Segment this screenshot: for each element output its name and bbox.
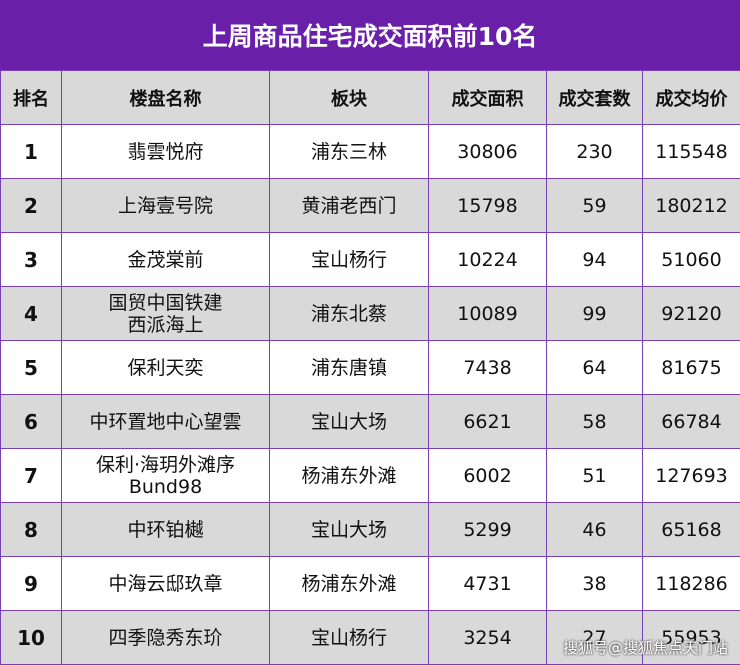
units-cell: 38 <box>547 557 643 611</box>
col-header-area: 板块 <box>270 71 429 125</box>
price-cell: 127693 <box>643 449 740 503</box>
price-cell: 81675 <box>643 341 740 395</box>
size-cell: 3254 <box>429 611 547 665</box>
area-cell: 浦东唐镇 <box>270 341 429 395</box>
units-cell: 51 <box>547 449 643 503</box>
col-header-rank: 排名 <box>1 71 62 125</box>
size-cell: 30806 <box>429 125 547 179</box>
units-cell: 59 <box>547 179 643 233</box>
col-header-size: 成交面积 <box>429 71 547 125</box>
units-cell: 58 <box>547 395 643 449</box>
rank-cell: 7 <box>1 449 62 503</box>
price-cell: 118286 <box>643 557 740 611</box>
price-cell: 180212 <box>643 179 740 233</box>
size-cell: 4731 <box>429 557 547 611</box>
price-cell: 51060 <box>643 233 740 287</box>
size-cell: 7438 <box>429 341 547 395</box>
rank-cell: 10 <box>1 611 62 665</box>
rank-cell: 2 <box>1 179 62 233</box>
area-cell: 宝山杨行 <box>270 611 429 665</box>
units-cell: 99 <box>547 287 643 341</box>
size-cell: 6621 <box>429 395 547 449</box>
size-cell: 5299 <box>429 503 547 557</box>
col-header-name: 楼盘名称 <box>62 71 270 125</box>
name-cell: 保利天奕 <box>62 341 270 395</box>
watermark: 搜狐号@搜狐焦点天门站 <box>563 637 728 658</box>
name-cell: 中环置地中心望雲 <box>62 395 270 449</box>
col-header-units: 成交套数 <box>547 71 643 125</box>
rank-cell: 3 <box>1 233 62 287</box>
page-title: 上周商品住宅成交面积前10名 <box>0 0 740 70</box>
name-cell: 翡雲悦府 <box>62 125 270 179</box>
area-cell: 杨浦东外滩 <box>270 557 429 611</box>
name-cell: 四季隐秀东玠 <box>62 611 270 665</box>
units-cell: 64 <box>547 341 643 395</box>
rank-cell: 9 <box>1 557 62 611</box>
name-cell: 上海壹号院 <box>62 179 270 233</box>
units-cell: 46 <box>547 503 643 557</box>
price-cell: 66784 <box>643 395 740 449</box>
rank-cell: 4 <box>1 287 62 341</box>
size-cell: 10224 <box>429 233 547 287</box>
rank-cell: 8 <box>1 503 62 557</box>
name-cell: 国贸中国铁建西派海上 <box>62 287 270 341</box>
rank-cell: 6 <box>1 395 62 449</box>
name-cell: 金茂棠前 <box>62 233 270 287</box>
area-cell: 宝山杨行 <box>270 233 429 287</box>
price-cell: 65168 <box>643 503 740 557</box>
table-header-row: 排名 楼盘名称 板块 成交面积 成交套数 成交均价 <box>1 71 740 125</box>
area-cell: 浦东三林 <box>270 125 429 179</box>
area-cell: 杨浦东外滩 <box>270 449 429 503</box>
size-cell: 15798 <box>429 179 547 233</box>
price-cell: 92120 <box>643 287 740 341</box>
name-cell: 中海云邸玖章 <box>62 557 270 611</box>
size-cell: 10089 <box>429 287 547 341</box>
area-cell: 黄浦老西门 <box>270 179 429 233</box>
units-cell: 230 <box>547 125 643 179</box>
area-cell: 宝山大场 <box>270 503 429 557</box>
area-cell: 浦东北蔡 <box>270 287 429 341</box>
area-cell: 宝山大场 <box>270 395 429 449</box>
size-cell: 6002 <box>429 449 547 503</box>
name-cell: 中环铂樾 <box>62 503 270 557</box>
price-cell: 115548 <box>643 125 740 179</box>
col-header-price: 成交均价 <box>643 71 740 125</box>
rank-cell: 5 <box>1 341 62 395</box>
rank-cell: 1 <box>1 125 62 179</box>
units-cell: 94 <box>547 233 643 287</box>
